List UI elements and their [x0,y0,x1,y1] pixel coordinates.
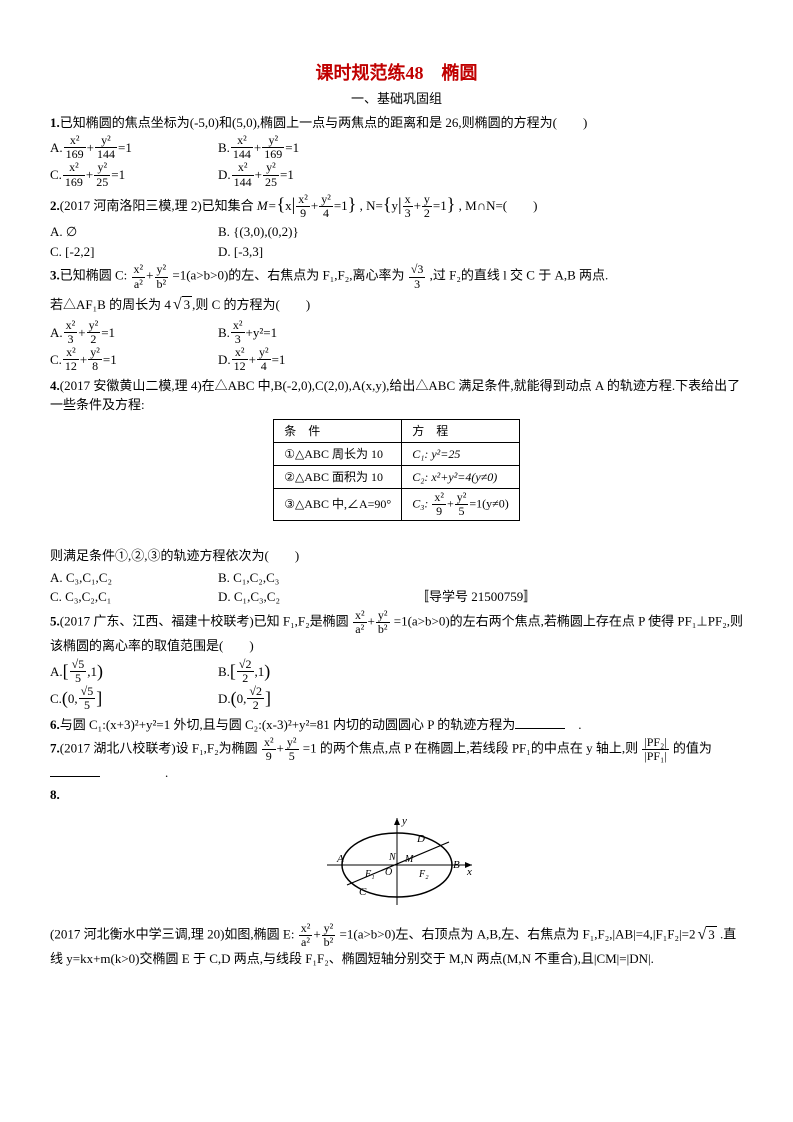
q1-opt-a: A. x²169+y²144=1 [50,134,210,161]
q5-options-2: C. (0,√55] D. (0,√22] [50,685,743,712]
svg-text:y: y [401,815,407,827]
question-3: 3.已知椭圆 C: x²a²+y²b² =1(a>b>0)的左、右焦点为 F₁,… [50,263,743,290]
q5-options: A. [√55,1) B. [√22,1) [50,658,743,685]
q5-opt-d: D. (0,√22] [218,685,378,712]
q2-opt-b: B. {(3,0),(0,2)} [218,222,378,242]
q1-opt-d: D. x²144+y²25=1 [218,161,378,188]
question-8-num: 8. [50,785,743,805]
q2-options-2: C. [-2,2] D. [-3,3] [50,242,743,262]
guide-number: 〚导学号 21500759〛 [416,587,536,607]
q3-opt-d: D. x²12+y²4=1 [218,346,378,373]
q8-num: 8. [50,787,60,802]
q2-opt-d: D. [-3,3] [218,242,378,262]
svg-text:B: B [453,859,460,871]
page-title: 课时规范练48 椭圆 [50,60,743,87]
question-8: (2017 河北衡水中学三调,理 20)如图,椭圆 E: x²a²+y²b² =… [50,922,743,969]
question-1: 1.已知椭圆的焦点坐标为(-5,0)和(5,0),椭圆上一点与两焦点的距离和是 … [50,113,743,133]
q1-opt-c: C. x²169+y²25=1 [50,161,210,188]
q2-opt-a: A. ∅ [50,222,210,242]
q1-text: 已知椭圆的焦点坐标为(-5,0)和(5,0),椭圆上一点与两焦点的距离和是 26… [60,115,588,130]
q1-num: 1. [50,115,60,130]
q3-opt-c: C. x²12+y²8=1 [50,346,210,373]
svg-text:D: D [416,833,425,845]
svg-text:N: N [388,852,397,863]
q4-num: 4. [50,378,60,393]
q6-blank [515,715,565,729]
q1-opt-b: B. x²144+y²169=1 [218,134,378,161]
section-subtitle: 一、基础巩固组 [50,89,743,109]
q4-opt-d: D. C₁,C₃,C₂ [218,587,378,607]
svg-text:F₂: F₂ [418,869,429,880]
q2-num: 2. [50,198,60,213]
question-5: 5.(2017 广东、江西、福建十校联考)已知 F₁,F₂是椭圆 x²a²+y²… [50,609,743,656]
svg-text:A: A [336,853,344,865]
question-6: 6.与圆 C₁:(x+3)²+y²=1 外切,且与圆 C₂:(x-3)²+y²=… [50,715,743,735]
svg-text:x: x [466,866,472,878]
q6-num: 6. [50,717,60,732]
question-2: 2.(2017 河南洛阳三模,理 2)已知集合 M={x|x²9+y²4=1} … [50,191,743,221]
q1-options-2: C. x²169+y²25=1 D. x²144+y²25=1 [50,161,743,188]
condition-table: 条 件方 程 ①△ABC 周长为 10C₁: y²=25 ②△ABC 面积为 1… [273,419,519,521]
q3-options-2: C. x²12+y²8=1 D. x²12+y²4=1 [50,346,743,373]
q3-opt-b: B. x²3+y²=1 [218,319,378,346]
q3-opt-a: A. x²3+y²2=1 [50,319,210,346]
q5-opt-a: A. [√55,1) [50,658,210,685]
q4-opt-a: A. C₃,C₁,C₂ [50,568,210,588]
q4-opt-b: B. C₁,C₂,C₃ [218,568,378,588]
question-7: 7.(2017 湖北八校联考)设 F₁,F₂为椭圆 x²9+y²5 =1 的两个… [50,736,743,783]
q5-opt-b: B. [√22,1) [218,658,378,685]
q3-options: A. x²3+y²2=1 B. x²3+y²=1 [50,319,743,346]
svg-text:F₁: F₁ [364,869,375,880]
q7-blank [50,763,100,777]
q1-options: A. x²169+y²144=1 B. x²144+y²169=1 [50,134,743,161]
q5-num: 5. [50,614,60,629]
q4-opt-c: C. C₃,C₂,C₁ [50,587,210,607]
ellipse-figure: A B x y D C F₁ F₂ N M O [50,810,743,916]
svg-text:M: M [404,854,414,865]
q4-options: A. C₃,C₁,C₂ B. C₁,C₂,C₃ [50,568,743,588]
question-4: 4.(2017 安徽黄山二模,理 4)在△ABC 中,B(-2,0),C(2,0… [50,376,743,415]
q4-after: 则满足条件①,②,③的轨迹方程依次为( ) [50,546,743,566]
q2-options: A. ∅ B. {(3,0),(0,2)} [50,222,743,242]
q5-opt-c: C. (0,√55] [50,685,210,712]
q7-num: 7. [50,741,60,756]
q3-num: 3. [50,268,60,283]
svg-text:O: O [385,867,392,878]
q4-options-2: C. C₃,C₂,C₁ D. C₁,C₃,C₂ 〚导学号 21500759〛 [50,587,743,607]
q2-opt-c: C. [-2,2] [50,242,210,262]
svg-text:C: C [359,886,367,898]
